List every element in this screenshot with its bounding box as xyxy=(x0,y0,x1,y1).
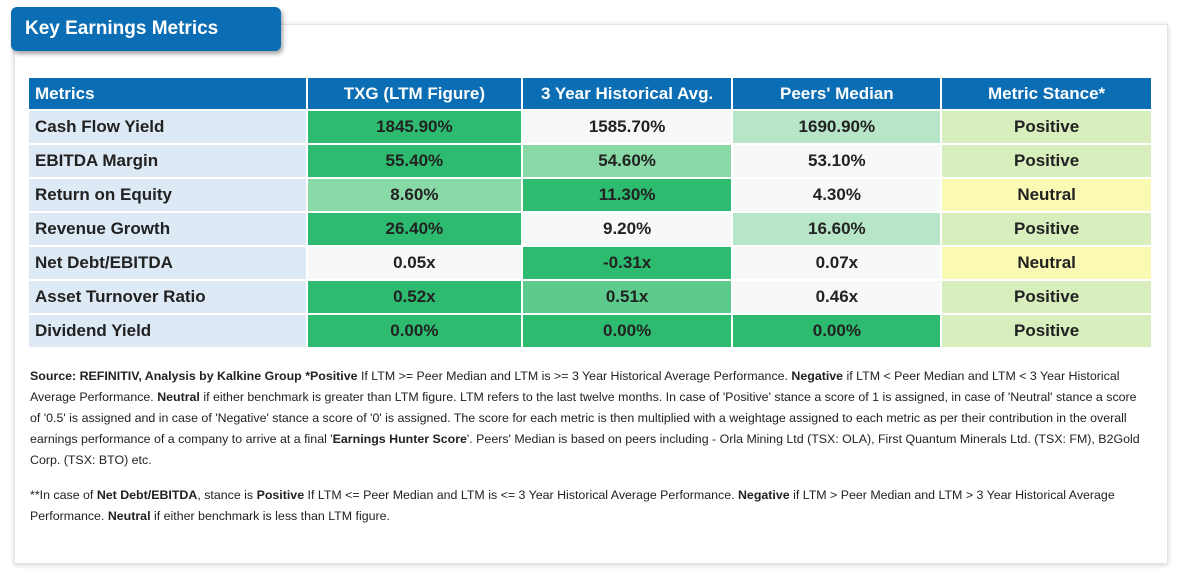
note-text: '. Peers' Median is based on peers inclu… xyxy=(30,432,1140,467)
note-text: Negative xyxy=(791,369,844,383)
note-text: Positive xyxy=(256,488,305,502)
historical-value: -0.31x xyxy=(522,247,732,281)
stance-badge: Neutral xyxy=(942,247,1151,281)
stance-badge: Positive xyxy=(942,315,1151,349)
ltm-value: 0.05x xyxy=(307,247,521,281)
note-text: , stance is xyxy=(197,488,257,502)
metric-name: Asset Turnover Ratio xyxy=(29,281,306,315)
historical-value: 0.51x xyxy=(522,281,732,315)
footnotes: Source: REFINITIV, Analysis by Kalkine G… xyxy=(30,366,1150,527)
stance-badge: Positive xyxy=(942,145,1151,179)
table-row: Dividend Yield 0.00% 0.00% 0.00% Positiv… xyxy=(29,315,1151,349)
historical-value: 11.30% xyxy=(522,179,732,213)
note-text: if LTM < Peer Median and LTM < 3 Year Hi… xyxy=(30,369,1120,404)
ltm-value: 8.60% xyxy=(307,179,521,213)
historical-value: 9.20% xyxy=(522,213,732,247)
table-row: EBITDA Margin 55.40% 54.60% 53.10% Posit… xyxy=(29,145,1151,179)
note-text: Earnings Hunter Score xyxy=(332,432,467,446)
table-row: Cash Flow Yield 1845.90% 1585.70% 1690.9… xyxy=(29,111,1151,145)
peer-median-value: 16.60% xyxy=(733,213,941,247)
note-text: If LTM >= Peer Median and LTM is >= 3 Ye… xyxy=(357,369,792,383)
note-text: if either benchmark is less than LTM fig… xyxy=(150,509,390,523)
note-text: if either benchmark is greater than LTM … xyxy=(30,390,1137,446)
metric-name: Return on Equity xyxy=(29,179,306,213)
metric-name: EBITDA Margin xyxy=(29,145,306,179)
peer-median-value: 53.10% xyxy=(733,145,941,179)
stance-badge: Positive xyxy=(942,111,1151,145)
metric-name: Revenue Growth xyxy=(29,213,306,247)
metric-name: Net Debt/EBITDA xyxy=(29,247,306,281)
table-header-row: Metrics TXG (LTM Figure) 3 Year Historic… xyxy=(29,78,1151,111)
column-header: Metrics xyxy=(29,78,306,111)
historical-value: 1585.70% xyxy=(522,111,732,145)
table-row: Return on Equity 8.60% 11.30% 4.30% Neut… xyxy=(29,179,1151,213)
note-text: if LTM > Peer Median and LTM > 3 Year Hi… xyxy=(30,488,1115,523)
table-row: Asset Turnover Ratio 0.52x 0.51x 0.46x P… xyxy=(29,281,1151,315)
stance-badge: Neutral xyxy=(942,179,1151,213)
historical-value: 54.60% xyxy=(522,145,732,179)
note-text: **In case of xyxy=(30,488,97,502)
source-note: Source: REFINITIV, Analysis by Kalkine G… xyxy=(30,366,1150,471)
historical-value: 0.00% xyxy=(522,315,732,349)
column-header: 3 Year Historical Avg. xyxy=(522,78,732,111)
column-header: Peers' Median xyxy=(733,78,941,111)
ltm-value: 0.00% xyxy=(307,315,521,349)
note-text: Neutral xyxy=(107,509,151,523)
metric-name: Cash Flow Yield xyxy=(29,111,306,145)
peer-median-value: 4.30% xyxy=(733,179,941,213)
ltm-value: 1845.90% xyxy=(307,111,521,145)
table-row: Net Debt/EBITDA 0.05x -0.31x 0.07x Neutr… xyxy=(29,247,1151,281)
peer-median-value: 1690.90% xyxy=(733,111,941,145)
table-row: Revenue Growth 26.40% 9.20% 16.60% Posit… xyxy=(29,213,1151,247)
ltm-value: 26.40% xyxy=(307,213,521,247)
peer-median-value: 0.00% xyxy=(733,315,941,349)
metric-name: Dividend Yield xyxy=(29,315,306,349)
column-header: TXG (LTM Figure) xyxy=(307,78,521,111)
card-title: Key Earnings Metrics xyxy=(11,7,281,51)
ltm-value: 0.52x xyxy=(307,281,521,315)
peer-median-value: 0.46x xyxy=(733,281,941,315)
column-header: Metric Stance* xyxy=(942,78,1151,111)
stance-badge: Positive xyxy=(942,213,1151,247)
ltm-value: 55.40% xyxy=(307,145,521,179)
note-text: Source: REFINITIV, Analysis by Kalkine G… xyxy=(30,369,358,383)
stance-badge: Positive xyxy=(942,281,1151,315)
note-text: Neutral xyxy=(157,390,200,404)
note-text: If LTM <= Peer Median and LTM is <= 3 Ye… xyxy=(304,488,738,502)
note-text: Net Debt/EBITDA xyxy=(96,488,198,502)
peer-median-value: 0.07x xyxy=(733,247,941,281)
note-text: Negative xyxy=(737,488,790,502)
net-debt-note: **In case of Net Debt/EBITDA, stance is … xyxy=(30,485,1150,527)
earnings-metrics-table: Metrics TXG (LTM Figure) 3 Year Historic… xyxy=(27,78,1153,349)
